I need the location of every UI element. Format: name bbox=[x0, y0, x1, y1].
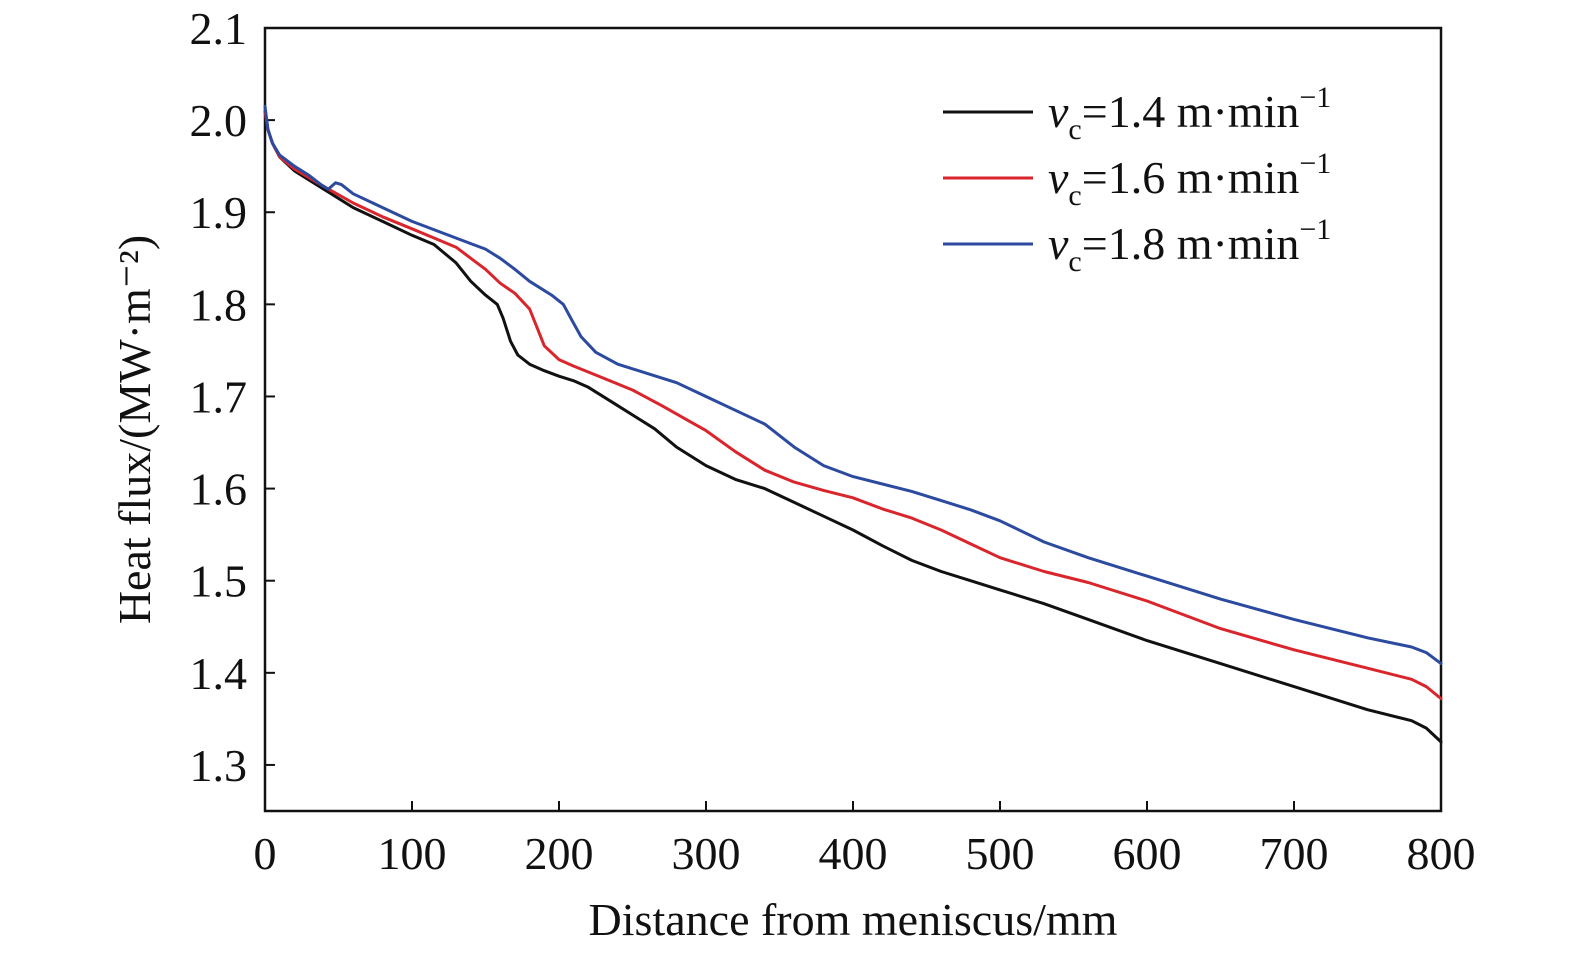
legend-item-3: vc=1.8 m·min−1 bbox=[943, 213, 1331, 278]
y-axis-title: Heat flux/(MW·m⁻²) bbox=[109, 235, 160, 624]
x-tick-label: 100 bbox=[378, 828, 447, 879]
y-axis: 1.3 1.4 1.5 1.6 1.7 1.8 1.9 2.0 2.1 bbox=[190, 3, 275, 791]
y-tick-label: 1.9 bbox=[190, 187, 248, 238]
x-tick-label: 700 bbox=[1260, 828, 1329, 879]
legend-label: vc=1.8 m·min−1 bbox=[1048, 213, 1331, 278]
x-tick-label: 300 bbox=[672, 828, 741, 879]
y-tick-label: 1.7 bbox=[190, 371, 248, 422]
x-tick-label: 500 bbox=[966, 828, 1035, 879]
legend-label: vc=1.6 m·min−1 bbox=[1048, 147, 1331, 212]
legend-label: vc=1.4 m·min−1 bbox=[1048, 81, 1331, 146]
x-axis-title: Distance from meniscus/mm bbox=[589, 894, 1118, 945]
x-tick-label: 800 bbox=[1407, 828, 1476, 879]
series-line-2 bbox=[263, 109, 1443, 701]
x-axis: 0 100 200 300 400 500 600 700 800 bbox=[254, 801, 1476, 879]
plot-border bbox=[263, 26, 1443, 813]
y-tick-label: 1.5 bbox=[190, 556, 248, 607]
y-tick-label: 1.3 bbox=[190, 740, 248, 791]
y-tick-label: 1.6 bbox=[190, 464, 248, 515]
y-tick-label: 2.1 bbox=[190, 3, 248, 54]
x-tick-label: 0 bbox=[254, 828, 277, 879]
x-tick-label: 200 bbox=[525, 828, 594, 879]
legend-item-1: vc=1.4 m·min−1 bbox=[943, 81, 1331, 146]
y-tick-label: 1.4 bbox=[190, 648, 248, 699]
series-layer bbox=[263, 104, 1443, 744]
y-tick-label: 1.8 bbox=[190, 279, 248, 330]
plot-frame bbox=[263, 26, 1443, 813]
x-tick-label: 600 bbox=[1113, 828, 1182, 879]
legend-item-2: vc=1.6 m·min−1 bbox=[943, 147, 1331, 212]
series-line-1 bbox=[263, 109, 1443, 744]
x-tick-label: 400 bbox=[819, 828, 888, 879]
y-tick-label: 2.0 bbox=[190, 95, 248, 146]
legend: vc=1.4 m·min−1vc=1.6 m·min−1vc=1.8 m·min… bbox=[943, 81, 1331, 278]
series-line-3 bbox=[263, 104, 1443, 666]
